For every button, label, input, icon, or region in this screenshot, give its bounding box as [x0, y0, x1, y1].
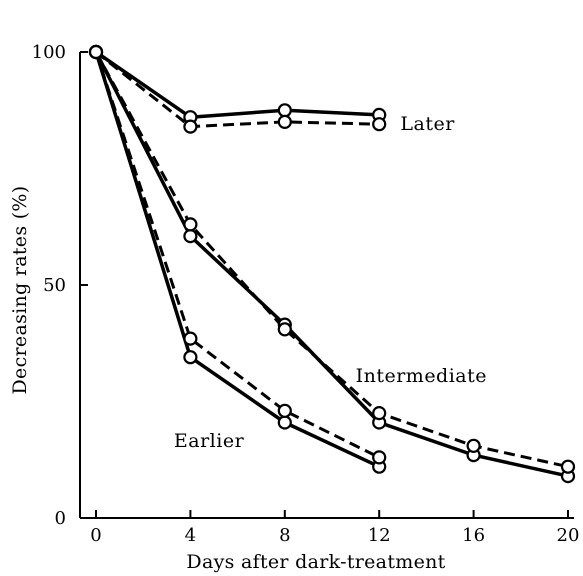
- data-point-intermediate: [466, 438, 481, 453]
- x-tick-label: 16: [462, 525, 485, 546]
- data-point-earlier: [183, 350, 198, 365]
- x-tick-label: 12: [368, 525, 391, 546]
- series-layer: [94, 50, 569, 478]
- series-line-earlier-dashed: [94, 51, 380, 459]
- data-point-intermediate: [183, 217, 198, 232]
- x-axis-title: Days after dark-treatment: [186, 551, 445, 573]
- data-point-later: [372, 117, 387, 132]
- data-point-intermediate: [277, 322, 292, 337]
- x-tick-label: 20: [557, 525, 580, 546]
- data-point-later: [277, 103, 292, 118]
- labels-layer: Later Intermediate Earlier: [174, 113, 487, 452]
- data-point-later: [183, 119, 198, 134]
- axis-ticks: 0 4 8 12 16 20 0 50 100: [32, 42, 580, 546]
- data-point-earlier: [183, 331, 198, 346]
- series-label-later: Later: [400, 113, 455, 135]
- data-point-earlier: [277, 415, 292, 430]
- x-tick-label: 4: [185, 525, 196, 546]
- series-line-intermediate-solid: [94, 51, 569, 478]
- series-line-earlier-solid: [94, 51, 380, 469]
- y-tick-label: 50: [43, 275, 66, 296]
- data-point-later: [277, 114, 292, 130]
- y-tick-label: 100: [32, 42, 66, 63]
- series-label-intermediate: Intermediate: [356, 365, 487, 387]
- series-line-later-dashed: [95, 50, 380, 129]
- data-point-intermediate: [372, 406, 387, 421]
- y-tick-label: 0: [55, 508, 66, 529]
- data-point-earlier: [372, 450, 387, 465]
- y-axis-title: Decreasing rates (%): [9, 186, 31, 395]
- series-line-later-solid: [95, 50, 380, 119]
- data-point-earlier: [277, 403, 292, 418]
- data-point-earlier: [88, 44, 104, 60]
- x-tick-label: 0: [90, 525, 101, 546]
- series-label-earlier: Earlier: [174, 430, 245, 452]
- markers-layer: [88, 44, 576, 484]
- data-point-intermediate: [560, 459, 576, 474]
- series-line-intermediate-dashed: [94, 51, 569, 469]
- x-tick-label: 8: [279, 525, 290, 546]
- data-point-intermediate: [183, 229, 198, 244]
